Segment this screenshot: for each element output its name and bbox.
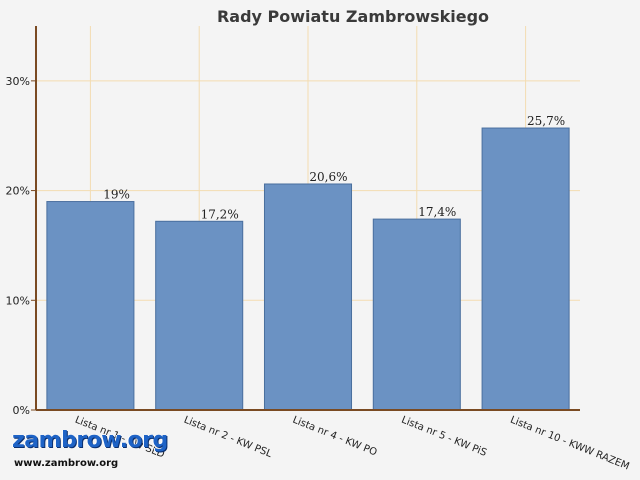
site-logo[interactable]: zambrow.org www.zambrow.org [8, 428, 168, 474]
bar [481, 127, 570, 411]
y-tick-label: 10% [6, 294, 30, 307]
chart-title: Rady Powiatu Zambrowskiego [217, 7, 489, 26]
y-tick-label: 0% [13, 404, 30, 417]
data-label: 17,4% [418, 205, 456, 219]
data-label: 25,7% [527, 114, 565, 128]
x-tick-label: Lista nr 5 - KW PiS [400, 415, 488, 459]
x-tick-label: Lista nr 4 - KW PO [291, 415, 379, 459]
bar [263, 183, 353, 411]
logo-url: www.zambrow.org [14, 458, 119, 469]
bar-layer [46, 127, 570, 411]
bar [155, 220, 244, 411]
logo-text: zambrow.org [12, 428, 168, 453]
data-label: 17,2% [201, 207, 239, 221]
data-label: 20,6% [309, 170, 347, 184]
axis-layer [31, 26, 580, 411]
y-tick-label: 20% [6, 185, 30, 198]
bar [46, 201, 135, 411]
bar [372, 218, 461, 411]
y-tick-label: 30% [6, 75, 30, 88]
x-tick-label: Lista nr 2 - KW PSL [182, 415, 274, 461]
x-tick-label: Lista nr 10 - KWW RAZEM [508, 415, 630, 473]
data-label: 19% [103, 188, 130, 202]
